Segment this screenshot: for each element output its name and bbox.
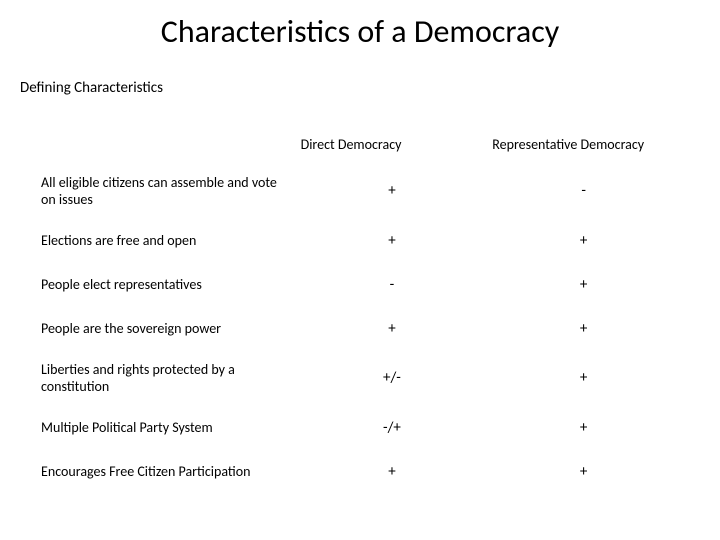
cell-value: + xyxy=(296,450,488,494)
row-label: Multiple Political Party System xyxy=(41,406,297,450)
cell-value: - xyxy=(488,164,680,219)
section-label: Defining Characteristics xyxy=(20,79,680,97)
table-header-row: Direct Democracy Representative Democrac… xyxy=(41,126,680,164)
cell-value: + xyxy=(296,219,488,263)
table-row: All eligible citizens can assemble and v… xyxy=(41,164,680,219)
table-row: Encourages Free Citizen Participation + … xyxy=(41,450,680,494)
cell-value: + xyxy=(296,307,488,351)
cell-value: + xyxy=(488,263,680,307)
row-label: People are the sovereign power xyxy=(41,307,297,351)
table-row: Elections are free and open + + xyxy=(41,219,680,263)
cell-value: -/+ xyxy=(296,406,488,450)
blank-corner-cell xyxy=(41,126,297,164)
column-header-representative: Representative Democracy xyxy=(488,126,680,164)
cell-value: + xyxy=(296,164,488,219)
cell-value: - xyxy=(296,263,488,307)
characteristics-table: Direct Democracy Representative Democrac… xyxy=(40,125,680,494)
table-row: Multiple Political Party System -/+ + xyxy=(41,406,680,450)
table-row: People are the sovereign power + + xyxy=(41,307,680,351)
page-title: Characteristics of a Democracy xyxy=(40,12,680,51)
cell-value: + xyxy=(488,450,680,494)
table-row: People elect representatives - + xyxy=(41,263,680,307)
cell-value: + xyxy=(488,351,680,406)
column-header-direct: Direct Democracy xyxy=(296,126,488,164)
table-row: Liberties and rights protected by a cons… xyxy=(41,351,680,406)
row-label: Liberties and rights protected by a cons… xyxy=(41,351,297,406)
cell-value: +/- xyxy=(296,351,488,406)
slide-container: Characteristics of a Democracy Defining … xyxy=(0,0,720,540)
cell-value: + xyxy=(488,307,680,351)
row-label: All eligible citizens can assemble and v… xyxy=(41,164,297,219)
row-label: Elections are free and open xyxy=(41,219,297,263)
row-label: People elect representatives xyxy=(41,263,297,307)
cell-value: + xyxy=(488,406,680,450)
row-label: Encourages Free Citizen Participation xyxy=(41,450,297,494)
cell-value: + xyxy=(488,219,680,263)
